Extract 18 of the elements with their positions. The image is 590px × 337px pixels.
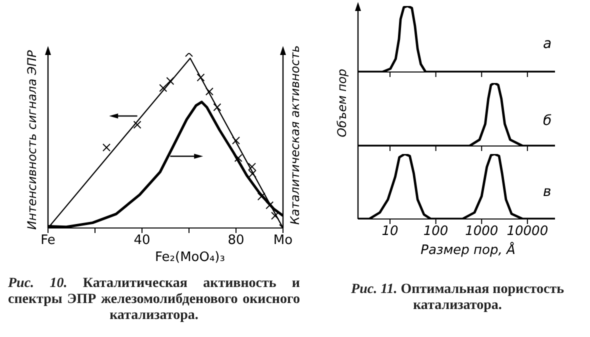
text: Рис. 10. Каталитическая активность и спектры ЭПР железомолибденового окисного катализатора. [8, 276, 300, 324]
y-axis-title: Объем пор [335, 68, 350, 140]
annotation: а [543, 36, 552, 52]
text: Рис. 11. Оптимальная пористость катализатора. [350, 282, 565, 314]
x-tick-label: 10000 [506, 224, 548, 240]
x-tick-label: Fe [40, 233, 56, 248]
annotation: б [543, 113, 552, 129]
y2-axis-title: Каталитическая активность [288, 44, 303, 227]
x-tick-label: 10 [382, 224, 398, 240]
x-axis-title: Fe₂(MoO₄)₃ [154, 250, 226, 265]
x-tick-label: 40 [134, 233, 150, 248]
x-tick-label: 1000 [465, 224, 498, 240]
x-tick-label: 100 [423, 224, 448, 240]
x-axis-title: Размер пор, Å [420, 243, 516, 258]
annotation: в [543, 184, 552, 200]
x-tick-label: 80 [228, 233, 244, 248]
x-tick-label: Mo [273, 233, 293, 248]
y-axis-title: Интенсивность сигнала ЭПР [25, 50, 39, 230]
